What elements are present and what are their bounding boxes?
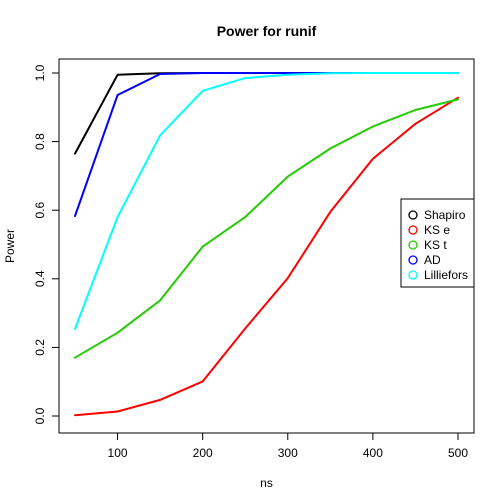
y-tick-label: 0.6 xyxy=(33,202,47,219)
x-axis-label: ns xyxy=(260,476,273,490)
series-layer xyxy=(74,72,459,417)
legend-label: AD xyxy=(424,253,441,267)
x-tick-label: 100 xyxy=(108,446,128,460)
legend-marker xyxy=(408,270,418,280)
x-axis: 100 200 300 400 500 xyxy=(108,432,468,460)
x-tick-label: 400 xyxy=(363,446,383,460)
legend-label: KS e xyxy=(424,223,450,237)
y-axis-label: Power xyxy=(3,229,17,263)
x-tick-label: 300 xyxy=(278,446,298,460)
series-line-shapiro xyxy=(74,72,459,155)
y-tick-label: 0.0 xyxy=(33,407,47,424)
chart-title: Power for runif xyxy=(217,23,317,39)
series-line-ad xyxy=(74,72,459,217)
legend-label: KS t xyxy=(424,238,447,252)
y-tick-label: 0.4 xyxy=(33,270,47,287)
legend-marker xyxy=(408,225,418,235)
y-tick-label: 0.8 xyxy=(33,133,47,150)
x-tick-label: 500 xyxy=(448,446,468,460)
y-axis: 0.0 0.2 0.4 0.6 0.8 1.0 xyxy=(33,64,60,424)
legend-marker xyxy=(408,210,418,220)
series-line-lilliefors xyxy=(74,72,459,330)
y-tick-label: 1.0 xyxy=(33,64,47,81)
series-line-ks-e xyxy=(74,96,459,417)
legend-marker xyxy=(408,240,418,250)
series-line-ks-t xyxy=(74,98,459,359)
legend-box xyxy=(400,198,475,288)
legend-marker xyxy=(408,255,418,265)
x-tick-label: 200 xyxy=(193,446,213,460)
legend-label: Lilliefors xyxy=(424,268,468,282)
y-tick-label: 0.2 xyxy=(33,339,47,356)
legend-label: Shapiro xyxy=(424,208,466,222)
